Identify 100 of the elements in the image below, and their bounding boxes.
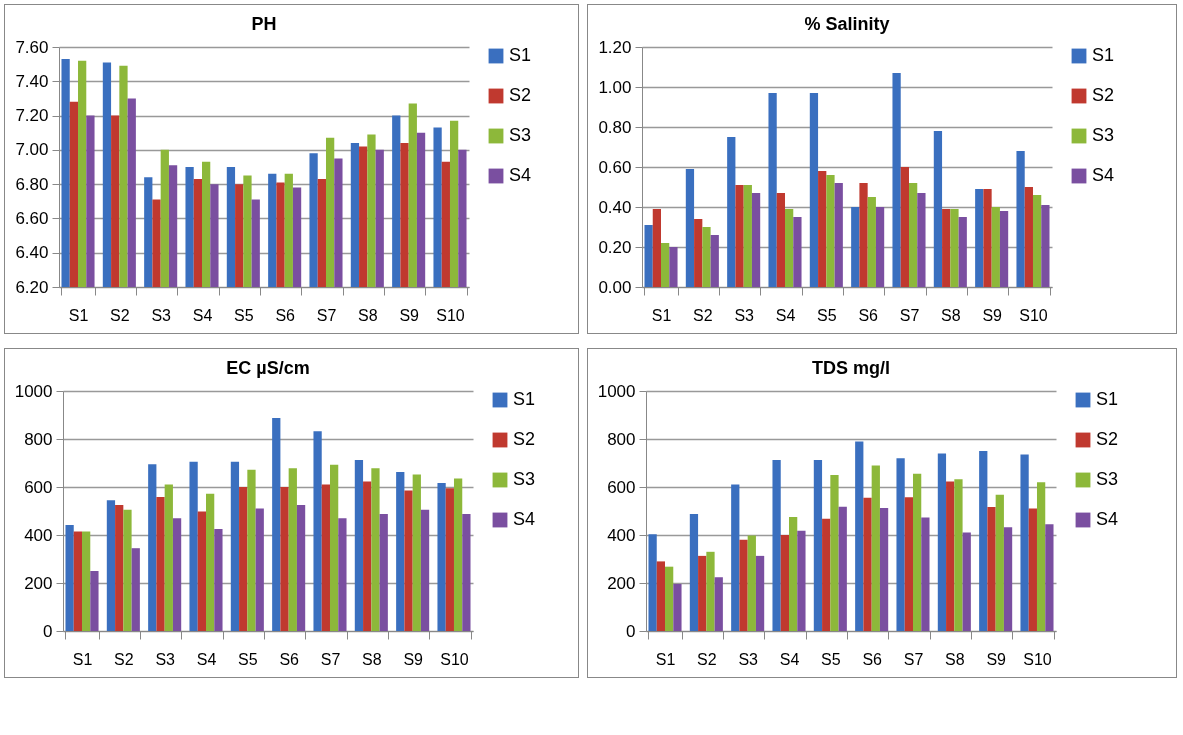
- bar: [702, 227, 711, 287]
- y-tick-label: 0: [626, 621, 636, 641]
- bar: [156, 497, 165, 631]
- bar: [834, 183, 843, 287]
- bar: [685, 169, 695, 287]
- bar: [115, 505, 124, 631]
- y-tick-label: 0.80: [598, 117, 632, 137]
- chart-title: TDS mg/l: [811, 358, 891, 378]
- bar: [197, 511, 206, 631]
- bar: [453, 478, 463, 631]
- x-tick-label: S9: [403, 650, 424, 668]
- x-tick-label: S3: [734, 306, 755, 324]
- bar: [946, 481, 955, 631]
- bar: [851, 207, 860, 287]
- bar: [90, 571, 99, 631]
- bar: [131, 548, 140, 631]
- bar: [747, 535, 756, 631]
- y-tick-label: 600: [607, 477, 636, 497]
- bar: [247, 469, 256, 631]
- y-tick-label: 400: [24, 525, 53, 545]
- x-tick-label: S1: [72, 650, 93, 668]
- bar: [272, 418, 281, 631]
- bar: [321, 484, 330, 631]
- chart-title: EC µS/cm: [226, 358, 310, 378]
- bar: [879, 507, 889, 631]
- x-tick-label: S4: [196, 650, 217, 668]
- x-tick-label: S2: [693, 306, 713, 324]
- bar: [396, 472, 405, 631]
- bar: [871, 465, 880, 631]
- bar: [652, 209, 662, 287]
- x-tick-label: S5: [234, 306, 254, 324]
- bar: [900, 167, 909, 287]
- x-tick-label: S10: [436, 306, 465, 324]
- bar: [1036, 482, 1046, 631]
- x-tick-label: S9: [399, 306, 420, 324]
- bar: [148, 464, 157, 631]
- legend-label: S1: [1092, 45, 1115, 65]
- bar: [896, 458, 905, 631]
- bar: [921, 517, 930, 631]
- bar: [809, 93, 819, 287]
- bar: [689, 513, 699, 631]
- x-tick-label: S8: [945, 650, 965, 668]
- x-tick-label: S8: [358, 306, 378, 324]
- x-tick-label: S3: [151, 306, 172, 324]
- bar: [1032, 195, 1042, 287]
- y-tick-label: 600: [24, 477, 53, 497]
- bar: [648, 534, 657, 631]
- bar: [987, 506, 996, 631]
- bar: [909, 183, 918, 287]
- bar: [280, 487, 289, 631]
- bar: [82, 531, 91, 631]
- bar: [669, 247, 678, 287]
- legend-label: S4: [1092, 165, 1115, 185]
- y-tick-label: 0.00: [598, 277, 632, 297]
- legend-label: S4: [513, 509, 536, 529]
- legend-label: S3: [513, 469, 536, 489]
- x-tick-label: S10: [1023, 650, 1052, 668]
- bar: [735, 185, 744, 287]
- bar: [673, 583, 682, 631]
- bar: [875, 207, 885, 287]
- bar: [830, 475, 839, 631]
- y-tick-label: 1000: [14, 381, 53, 401]
- x-tick-label: S8: [362, 650, 382, 668]
- bar: [1045, 524, 1054, 631]
- bar: [797, 530, 806, 631]
- x-tick-label: S5: [238, 650, 258, 668]
- bar: [371, 468, 380, 631]
- x-tick-label: S9: [982, 306, 1003, 324]
- bar: [826, 175, 835, 287]
- bar: [867, 197, 876, 287]
- y-tick-label: 6.80: [15, 174, 49, 194]
- bar: [698, 555, 707, 631]
- x-tick-label: S10: [440, 650, 469, 668]
- y-tick-label: 400: [607, 525, 636, 545]
- bar: [206, 493, 215, 631]
- bar: [892, 73, 901, 287]
- bar: [656, 561, 666, 631]
- bar: [230, 461, 240, 631]
- bar: [172, 518, 182, 631]
- bar: [313, 431, 322, 631]
- bar: [1020, 454, 1029, 631]
- y-tick-label: 6.40: [15, 243, 49, 263]
- bar: [780, 535, 789, 631]
- x-tick-label: S7: [899, 306, 920, 324]
- bar: [958, 217, 967, 287]
- bar: [950, 209, 959, 287]
- bar: [288, 468, 297, 631]
- x-tick-label: S6: [279, 650, 300, 668]
- legend-label: S1: [513, 389, 536, 409]
- bar: [999, 211, 1009, 287]
- bar: [706, 551, 715, 631]
- legend-label: S2: [1096, 429, 1119, 449]
- bar: [789, 517, 798, 631]
- x-tick-label: S2: [110, 306, 130, 324]
- legend-label: S1: [509, 45, 532, 65]
- bar: [1003, 527, 1013, 631]
- bar: [822, 518, 831, 631]
- bar: [1028, 508, 1037, 631]
- bar: [404, 490, 413, 631]
- y-tick-label: 7.20: [15, 106, 49, 126]
